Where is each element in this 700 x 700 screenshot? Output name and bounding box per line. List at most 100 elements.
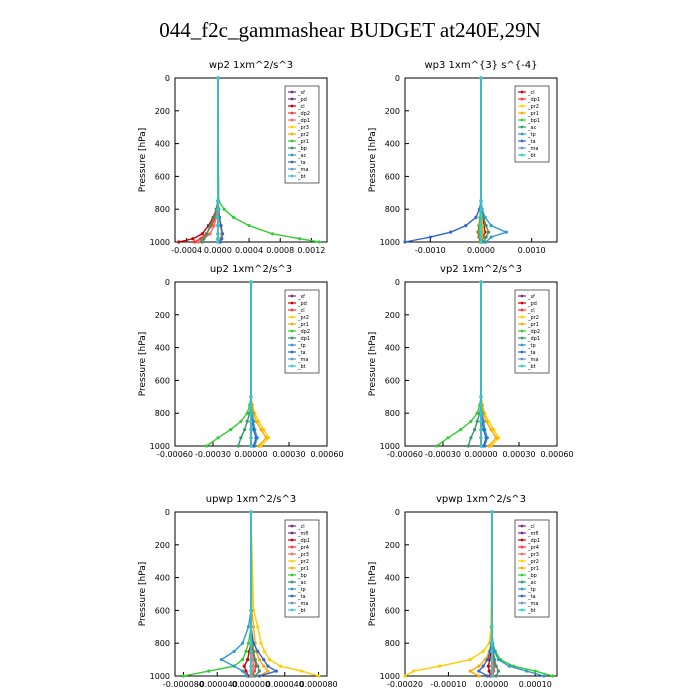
legend-marker <box>520 580 524 584</box>
data-point <box>192 240 197 244</box>
data-point <box>469 436 473 440</box>
legend-marker <box>290 111 294 115</box>
data-point <box>494 436 498 440</box>
data-point <box>479 240 483 244</box>
y-axis-label: Pressure [hPa] <box>138 562 148 627</box>
legend-label: _dp2 <box>297 329 310 335</box>
data-point <box>216 237 220 241</box>
legend-marker <box>290 343 294 347</box>
legend-label: _bp1 <box>527 118 540 124</box>
legend-label: _pr4 <box>527 545 539 551</box>
data-point <box>262 649 267 654</box>
legend-marker <box>520 308 524 312</box>
data-point <box>484 419 488 423</box>
data-point <box>270 232 275 236</box>
data-point <box>428 235 432 239</box>
legend-marker <box>520 343 524 347</box>
legend-label: _pr2 <box>527 315 539 321</box>
legend-label: _cl <box>297 104 305 110</box>
legend-marker <box>520 531 524 535</box>
data-point <box>267 658 272 662</box>
legend-marker <box>290 167 294 171</box>
data-point <box>479 207 483 211</box>
legend-marker <box>520 111 524 115</box>
x-tick-label: -0.000080 <box>163 680 204 689</box>
x-tick-label: 0.00010 <box>519 680 552 689</box>
data-point <box>262 664 266 668</box>
data-point <box>251 664 256 668</box>
legend-marker <box>520 524 524 528</box>
legend-label: _tp <box>297 587 306 593</box>
data-point <box>494 674 498 678</box>
data-point <box>479 403 483 407</box>
data-point <box>236 444 240 448</box>
data-point <box>243 428 247 432</box>
y-tick-label: 400 <box>385 574 400 583</box>
data-point <box>474 215 478 219</box>
data-point <box>525 669 529 673</box>
data-point <box>403 674 407 678</box>
legend-label: _ta <box>527 350 536 356</box>
legend-marker <box>290 587 294 591</box>
data-point <box>490 674 494 678</box>
legend-marker <box>290 104 294 108</box>
legend-marker <box>520 90 524 94</box>
legend-label: _bp <box>297 146 307 152</box>
legend-marker <box>290 301 294 305</box>
legend-label: _ma <box>527 357 538 363</box>
data-point <box>249 419 253 423</box>
data-point <box>191 237 195 241</box>
legend-label: _pr1 <box>527 111 539 117</box>
data-point <box>479 436 483 440</box>
legend-label: _cl <box>527 90 535 96</box>
y-axis-label: Pressure [hPa] <box>368 128 378 193</box>
data-point <box>479 411 483 415</box>
x-tick-label: 0.00060 <box>540 450 573 459</box>
legend-label: _dp1 <box>527 97 540 103</box>
legend-marker <box>290 125 294 129</box>
y-tick-label: 1000 <box>380 672 400 681</box>
data-point <box>257 658 262 662</box>
data-point <box>257 419 261 423</box>
y-axis-label: Pressure [hPa] <box>368 562 378 627</box>
legend-label: _sf <box>297 294 305 300</box>
x-tick-label: 0.000040 <box>266 680 304 689</box>
x-tick-label: 0.000080 <box>299 680 337 689</box>
data-point <box>298 237 302 241</box>
data-point <box>490 641 494 645</box>
data-point <box>253 674 257 678</box>
legend-label: _cl <box>297 524 305 530</box>
legend-label: _tp <box>527 343 536 349</box>
data-point <box>239 436 243 440</box>
data-point <box>249 428 253 432</box>
legend-label: _ac <box>527 580 537 586</box>
data-point <box>479 76 483 80</box>
y-tick-label: 0 <box>395 74 400 83</box>
legend-label: _bp <box>527 573 537 579</box>
legend-marker <box>520 357 524 361</box>
panel-6: vpwp 1xm^2/s^3 Pressure [hPa] 0 200 400 600 80… <box>368 494 558 689</box>
legend-marker <box>290 132 294 136</box>
data-point <box>483 215 487 219</box>
x-tick-label: -0.0004 <box>171 246 202 255</box>
data-point <box>249 641 253 645</box>
data-point <box>219 224 223 228</box>
data-point <box>435 444 439 448</box>
legend-marker <box>290 566 294 570</box>
y-tick-label: 800 <box>385 409 400 418</box>
y-tick-label: 800 <box>155 205 170 214</box>
legend-marker <box>520 538 524 542</box>
legend-marker <box>290 308 294 312</box>
data-point <box>216 240 220 244</box>
x-tick-label: -0.00030 <box>195 450 231 459</box>
data-point <box>267 436 271 440</box>
legend-label: _tp <box>297 343 306 349</box>
y-tick-label: 1000 <box>150 672 170 681</box>
legend-marker <box>520 146 524 150</box>
x-tick-label: 0.00000 <box>234 450 267 459</box>
data-point <box>266 664 270 668</box>
legend-label: _mfl <box>297 531 309 537</box>
data-point <box>274 669 278 673</box>
legend-label: _cl <box>297 308 305 314</box>
data-point <box>246 641 251 645</box>
